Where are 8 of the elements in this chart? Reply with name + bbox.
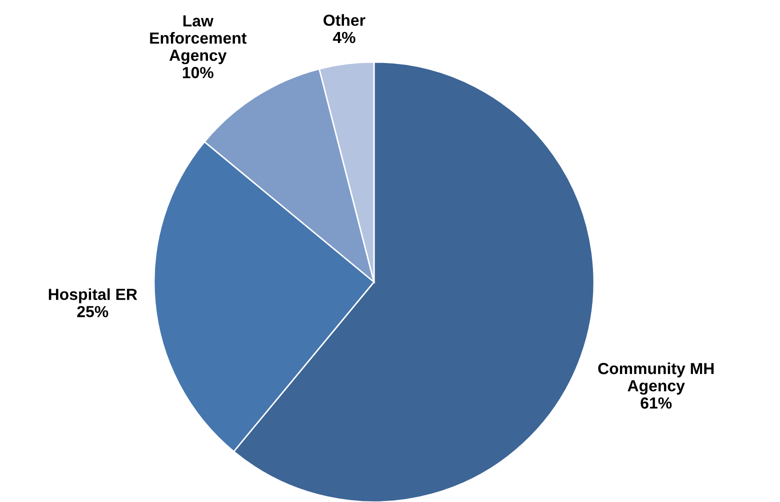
data-label: 10% — [182, 66, 214, 78]
slice-label: Law Enforcement Agency — [150, 15, 246, 64]
slice-label: Other — [324, 14, 366, 26]
slice-label: Hospital ER — [48, 288, 138, 304]
slice-label: Community MH Agency — [598, 362, 714, 395]
data-label: 4% — [332, 32, 356, 44]
data-label: 61% — [640, 397, 672, 409]
data-label: 25% — [77, 306, 108, 318]
